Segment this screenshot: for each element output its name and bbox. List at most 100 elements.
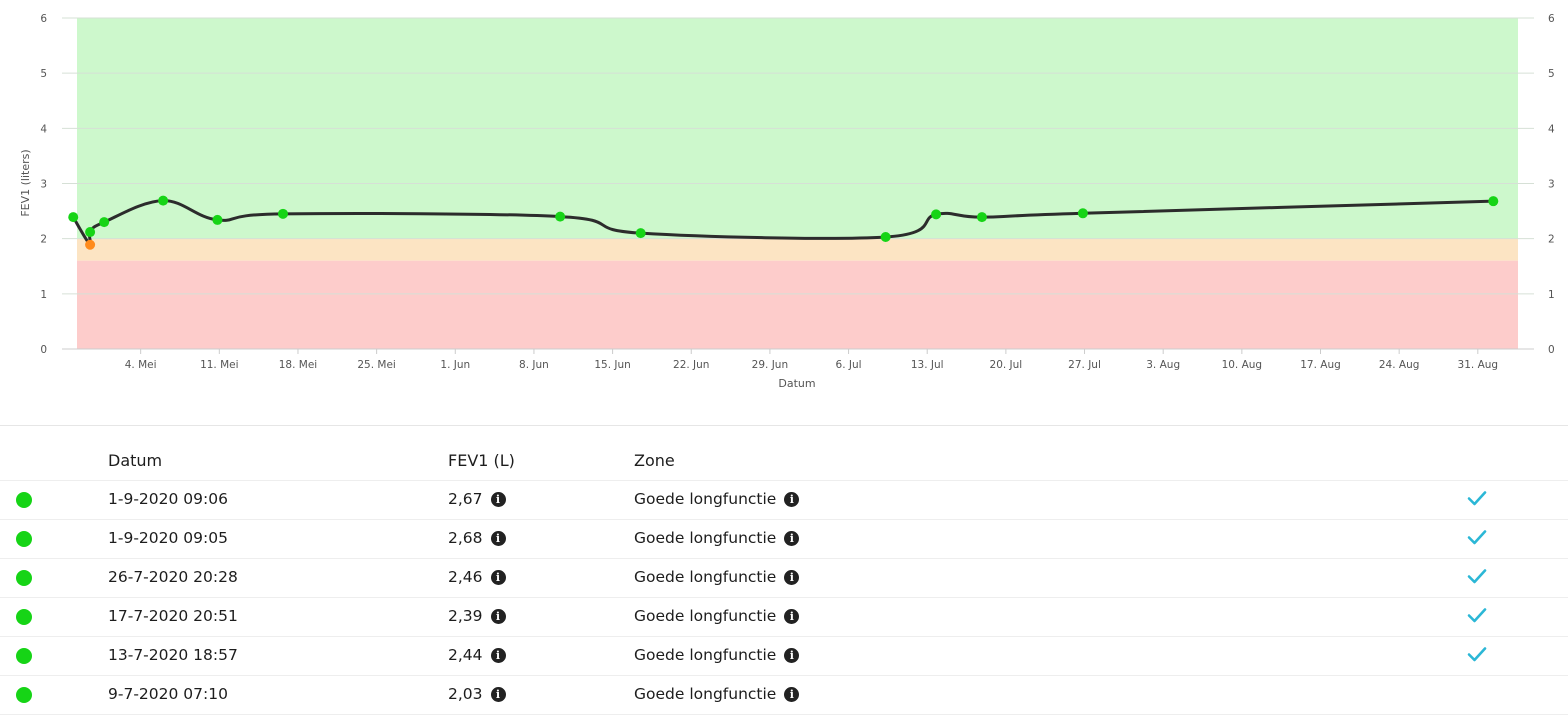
x-axis-label: Datum <box>778 377 815 390</box>
info-icon[interactable]: i <box>784 531 800 546</box>
info-icon[interactable]: i <box>784 687 800 702</box>
table-row[interactable]: 1-9-2020 09:05 2,68 i Goede longfunctie i <box>0 520 1568 559</box>
y-tick-label-left: 6 <box>40 13 47 25</box>
info-icon[interactable]: i <box>490 570 506 585</box>
y-tick-label-left: 0 <box>40 344 47 356</box>
status-dot <box>16 531 32 547</box>
fev1-chart: 0 1 2 3 4 5 6 0 1 2 3 4 5 6 4. Mei 11. Mei 18. Mei 25. … <box>19 13 1555 390</box>
status-dot <box>16 609 32 625</box>
data-point-green <box>99 217 110 228</box>
status-dot <box>16 648 32 664</box>
info-icon[interactable]: i <box>490 687 506 702</box>
data-point-green <box>277 208 288 219</box>
x-tick-label: 27. Jul <box>1068 359 1101 371</box>
header-fev1: FEV1 (L) <box>448 451 515 470</box>
zone-band-1 <box>77 238 1518 261</box>
check-icon <box>1467 569 1487 584</box>
x-tick-label: 11. Mei <box>200 359 238 371</box>
row-fev1: 2,44 <box>448 646 483 664</box>
info-icon[interactable]: i <box>490 648 506 663</box>
row-zone: Goede longfunctie <box>634 568 777 586</box>
section-divider <box>0 425 1568 426</box>
x-tick-label: 15. Jun <box>594 359 630 371</box>
table-row[interactable]: 1-9-2020 09:06 2,67 i Goede longfunctie i <box>0 481 1568 520</box>
row-date: 17-7-2020 20:51 <box>108 607 238 625</box>
x-tick-label: 4. Mei <box>125 359 157 371</box>
row-zone: Goede longfunctie <box>634 607 777 625</box>
data-point-green <box>635 228 646 239</box>
y-tick-label-right: 3 <box>1548 179 1555 191</box>
x-tick-label: 17. Aug <box>1300 359 1341 371</box>
measurements-table: Datum FEV1 (L) Zone 1-9-2020 09:06 2,67 i G… <box>0 441 1568 715</box>
data-point-green <box>931 209 942 220</box>
check-icon <box>1467 491 1487 506</box>
x-axis-ticks: 4. Mei 11. Mei 18. Mei 25. Mei 1. Jun 8. Jun 1… <box>125 349 1498 371</box>
x-tick-label: 1. Jun <box>440 359 470 371</box>
row-zone: Goede longfunctie <box>634 646 777 664</box>
info-icon[interactable]: i <box>784 492 800 507</box>
y-axis-right-ticks: 0 1 2 3 4 5 6 <box>1548 13 1555 356</box>
info-icon[interactable]: i <box>784 648 800 663</box>
data-point-green <box>976 212 987 223</box>
y-axis-label: FEV1 (liters) <box>19 149 32 216</box>
row-zone: Goede longfunctie <box>634 685 777 703</box>
x-tick-label: 24. Aug <box>1379 359 1420 371</box>
header-zone: Zone <box>634 451 675 470</box>
x-tick-label: 6. Jul <box>836 359 862 371</box>
table-row[interactable]: 9-7-2020 07:10 2,03 i Goede longfunctie i <box>0 676 1568 715</box>
x-tick-label: 22. Jun <box>673 359 709 371</box>
x-tick-label: 3. Aug <box>1146 359 1180 371</box>
y-tick-label-left: 3 <box>40 179 47 191</box>
data-point-orange <box>85 239 96 250</box>
x-tick-label: 31. Aug <box>1458 359 1499 371</box>
table-row[interactable]: 17-7-2020 20:51 2,39 i Goede longfunctie i <box>0 598 1568 637</box>
info-icon[interactable]: i <box>490 492 506 507</box>
data-point-green <box>880 232 891 243</box>
row-fev1: 2,46 <box>448 568 483 586</box>
data-point-green <box>1488 196 1499 207</box>
table-body: 1-9-2020 09:06 2,67 i Goede longfunctie i 1-9… <box>0 481 1568 715</box>
data-point-green <box>68 212 79 223</box>
table-header: Datum FEV1 (L) Zone <box>0 441 1568 481</box>
data-point-green <box>85 227 96 238</box>
row-date: 1-9-2020 09:05 <box>108 529 228 547</box>
y-tick-label-right: 1 <box>1548 289 1555 301</box>
y-tick-label-left: 1 <box>40 289 47 301</box>
table-row[interactable]: 26-7-2020 20:28 2,46 i Goede longfunctie i <box>0 559 1568 598</box>
row-fev1: 2,03 <box>448 685 483 703</box>
check-icon <box>1467 530 1487 545</box>
info-icon[interactable]: i <box>784 570 800 585</box>
y-tick-label-left: 4 <box>40 123 47 135</box>
y-tick-label-left: 5 <box>40 68 47 80</box>
data-point-green <box>212 214 223 225</box>
data-point-green <box>158 195 169 206</box>
row-date: 13-7-2020 18:57 <box>108 646 238 664</box>
status-dot <box>16 687 32 703</box>
y-tick-label-right: 6 <box>1548 13 1555 25</box>
check-icon <box>1467 647 1487 662</box>
row-date: 9-7-2020 07:10 <box>108 685 228 703</box>
row-date: 1-9-2020 09:06 <box>108 490 228 508</box>
x-tick-label: 8. Jun <box>519 359 549 371</box>
info-icon[interactable]: i <box>784 609 800 624</box>
y-tick-label-right: 0 <box>1548 344 1555 356</box>
x-tick-label: 10. Aug <box>1222 359 1263 371</box>
data-point-green <box>1077 208 1088 219</box>
y-axis-left-ticks: 0 1 2 3 4 5 6 <box>40 13 47 356</box>
y-tick-label-right: 4 <box>1548 123 1555 135</box>
table-row[interactable]: 13-7-2020 18:57 2,44 i Goede longfunctie i <box>0 637 1568 676</box>
header-date: Datum <box>108 451 163 470</box>
y-tick-label-left: 2 <box>40 234 47 246</box>
row-fev1: 2,39 <box>448 607 483 625</box>
info-icon[interactable]: i <box>490 531 506 546</box>
row-date: 26-7-2020 20:28 <box>108 568 238 586</box>
status-dot <box>16 492 32 508</box>
y-tick-label-right: 5 <box>1548 68 1555 80</box>
data-point-green <box>555 211 566 222</box>
row-zone: Goede longfunctie <box>634 529 777 547</box>
info-icon[interactable]: i <box>490 609 506 624</box>
fev1-series <box>68 195 1499 250</box>
x-tick-label: 13. Jul <box>911 359 944 371</box>
x-tick-label: 18. Mei <box>279 359 317 371</box>
zone-band-2 <box>77 260 1518 349</box>
